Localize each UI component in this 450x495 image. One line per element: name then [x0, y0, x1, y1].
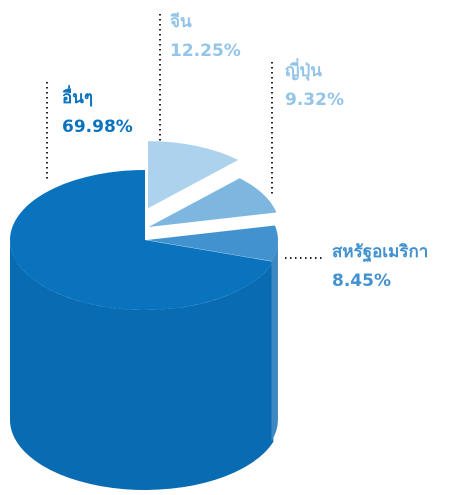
slice-label: สหรัฐอเมริกา	[332, 242, 428, 263]
slice	[148, 141, 239, 209]
slice	[10, 170, 274, 310]
slice	[146, 225, 278, 262]
slice-label: จีน	[170, 11, 192, 32]
slice-value-label: 8.45%	[332, 271, 391, 291]
slice-value-label: 69.98%	[62, 117, 133, 137]
slice-value-label: 9.32%	[285, 90, 344, 110]
slice-label: อื่นๆ	[62, 85, 93, 108]
pie	[9, 141, 278, 491]
slice-side	[271, 240, 278, 442]
slice	[148, 178, 277, 228]
slice-value-label: 12.25%	[170, 41, 241, 61]
leader-lines	[46, 14, 322, 259]
slice-label: ญี่ปุ่น	[285, 58, 322, 81]
slice-side	[9, 240, 274, 491]
